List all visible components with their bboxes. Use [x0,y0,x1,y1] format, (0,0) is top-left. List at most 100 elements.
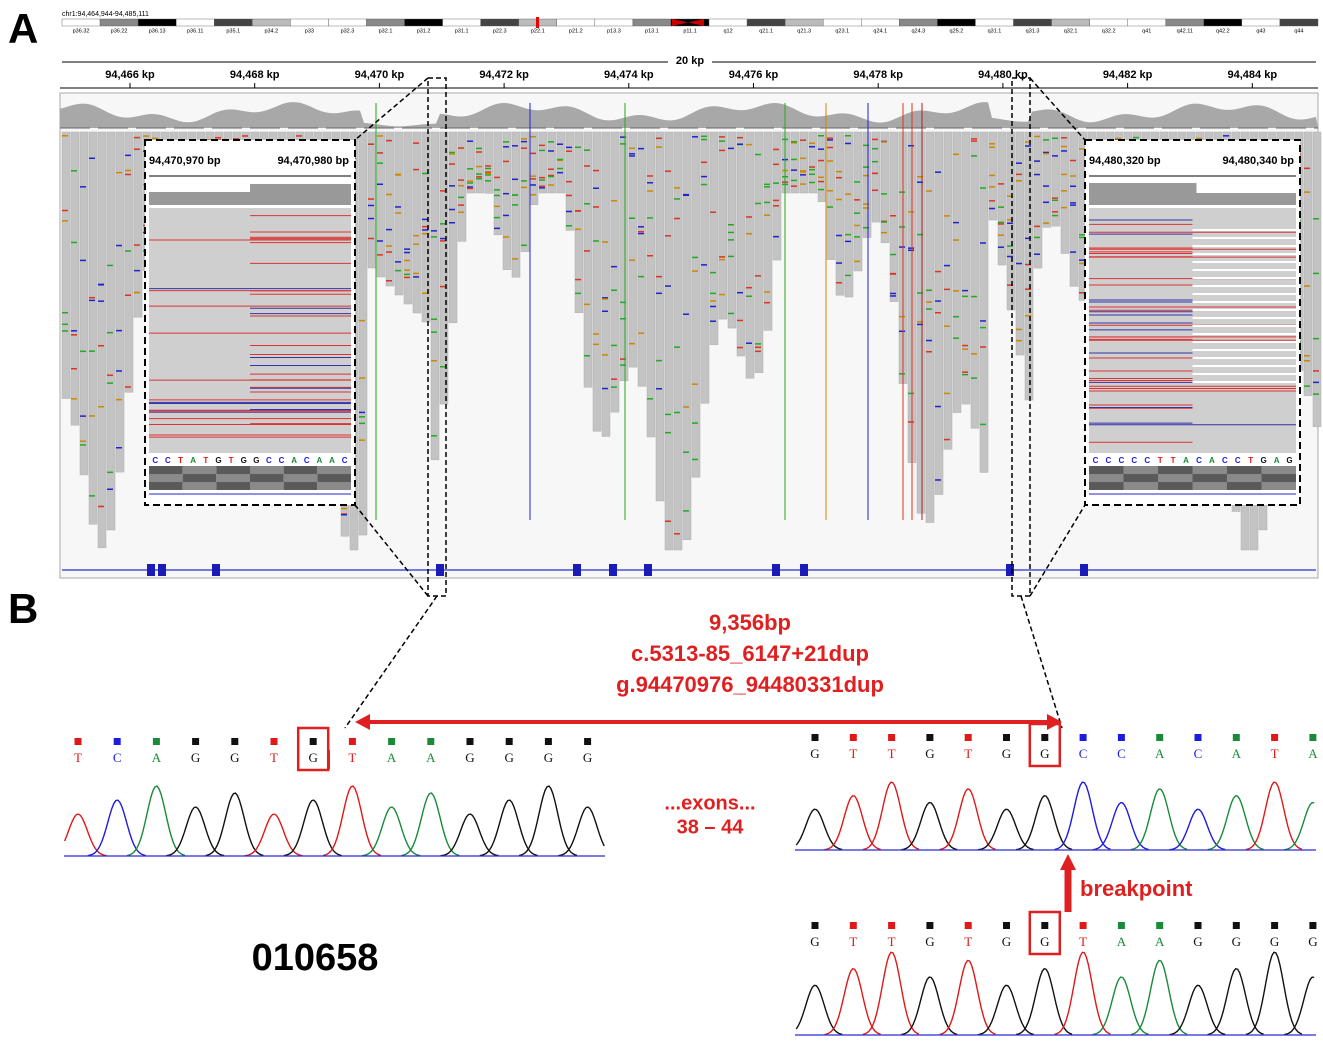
mismatch [98,300,104,302]
cytoband-label: q41 [1142,28,1151,34]
base-square [850,922,857,929]
mismatch [494,206,500,208]
read-column [701,132,709,403]
mismatch [431,331,437,333]
read-column [971,132,979,428]
base-square [965,734,972,741]
exon [158,564,166,576]
mismatch [512,204,518,206]
mismatch [665,285,671,287]
mismatch [1052,138,1058,140]
mismatch [674,187,680,189]
mismatch [593,206,599,208]
mismatch [701,176,707,178]
inset-aa [1193,482,1228,490]
read-column [62,132,70,399]
mismatch [854,236,860,238]
mismatch [485,171,491,173]
base-square [506,738,513,745]
mismatch [890,295,896,297]
base-call: A [1232,746,1242,761]
cytoband [823,19,861,26]
read-column [836,132,844,295]
read-column [1034,132,1042,268]
base-square [467,738,474,745]
read-column [827,132,835,260]
inset-base: A [1183,456,1189,465]
cytoband-label: p13.3 [607,28,621,34]
mismatch [638,226,644,228]
mismatch [773,149,779,151]
mismatch [1313,218,1319,220]
mismatch [764,184,770,186]
read-column [881,132,889,243]
read-column [530,132,538,205]
mismatch [422,293,428,295]
mismatch [1016,162,1022,164]
mismatch [431,435,437,437]
mismatch [512,179,518,181]
mismatch [512,258,518,260]
read-column [854,132,862,271]
mismatch [926,308,932,310]
inset-aa [183,482,217,490]
mismatch [791,141,797,143]
mismatch [1070,186,1076,188]
read-column [998,132,1006,265]
read-column [80,132,88,475]
mismatch [728,313,734,315]
mismatch [449,209,455,211]
mismatch [728,239,734,241]
mismatch [80,440,86,442]
mismatch [899,316,905,318]
mismatch [539,145,545,147]
mismatch [611,378,617,380]
mismatch [845,275,851,277]
mismatch [359,320,365,322]
mismatch [827,160,833,162]
mismatch [215,137,221,139]
mismatch [566,211,572,213]
mismatch [413,244,419,246]
cytoband-label: q42.11 [1177,28,1193,34]
cytoband-label: q12 [723,28,732,34]
base-call: T [964,746,972,761]
cytoband-label: p32.1 [379,28,393,34]
base-square [1156,922,1163,929]
base-square [1003,734,1010,741]
base-call: G [583,750,592,765]
mismatch [503,141,509,143]
mismatch [971,353,977,355]
mismatch [395,174,401,176]
mismatch [710,212,716,214]
cytoband-label: p36.13 [149,28,166,34]
mismatch [746,144,752,146]
read-column [683,132,691,540]
base-square [1003,922,1010,929]
mismatch [116,330,122,332]
mismatch [593,240,599,242]
mismatch [1034,253,1040,255]
base-square [192,738,199,745]
inset-aa [1158,466,1193,474]
mismatch [584,304,590,306]
inset-base: C [1093,456,1099,465]
mismatch [1070,160,1076,162]
read-column [1070,132,1078,286]
base-call: G [925,746,934,761]
read-column [755,132,763,373]
base-square [545,738,552,745]
inset-reads [1089,208,1296,453]
mismatch [818,148,824,150]
cytoband-label: p36.32 [73,28,90,34]
inset-aa [1089,474,1124,482]
mismatch [854,261,860,263]
inset-base: C [1144,456,1150,465]
inset-aa [284,474,318,482]
mismatch [611,200,617,202]
mismatch [566,181,572,183]
cytoband-label: p36.22 [111,28,128,34]
mismatch [485,180,491,182]
mismatch [89,300,95,302]
read-column [449,132,457,323]
